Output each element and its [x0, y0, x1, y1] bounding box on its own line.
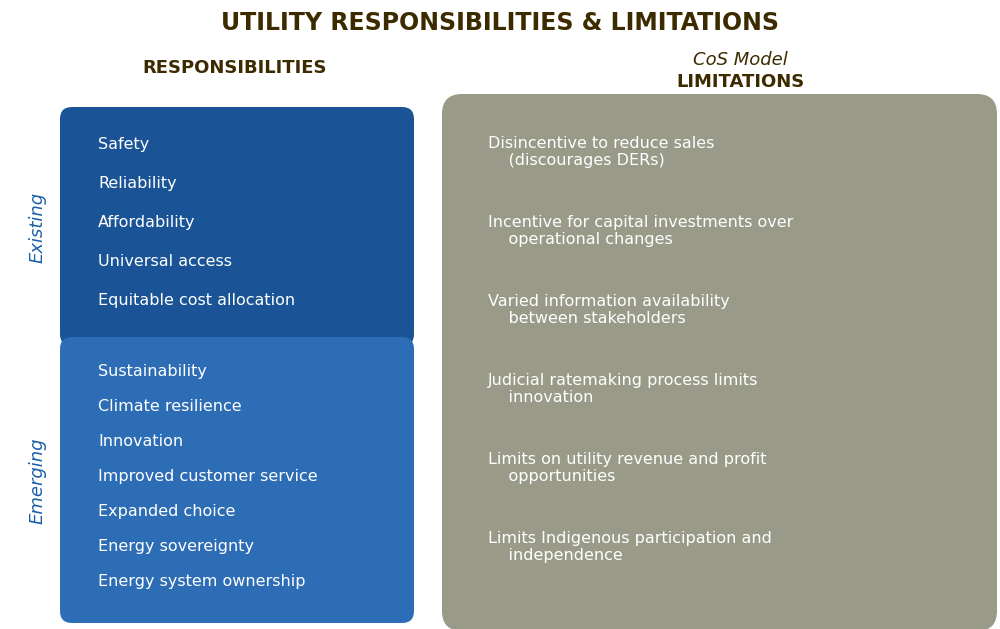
FancyBboxPatch shape [60, 107, 414, 346]
Text: LIMITATIONS: LIMITATIONS [676, 73, 804, 91]
Text: Improved customer service: Improved customer service [98, 469, 318, 484]
Text: Disincentive to reduce sales
    (discourages DERs): Disincentive to reduce sales (discourage… [488, 136, 714, 169]
Text: Equitable cost allocation: Equitable cost allocation [98, 293, 295, 308]
Text: Innovation: Innovation [98, 434, 183, 449]
Text: RESPONSIBILITIES: RESPONSIBILITIES [143, 59, 327, 77]
Text: Expanded choice: Expanded choice [98, 504, 235, 519]
Text: Emerging: Emerging [29, 438, 47, 524]
Text: Energy sovereignty: Energy sovereignty [98, 539, 254, 554]
Text: UTILITY RESPONSIBILITIES & LIMITATIONS: UTILITY RESPONSIBILITIES & LIMITATIONS [221, 11, 779, 35]
FancyBboxPatch shape [60, 337, 414, 623]
Text: Safety: Safety [98, 137, 149, 152]
Text: Energy system ownership: Energy system ownership [98, 574, 306, 589]
Text: Varied information availability
    between stakeholders: Varied information availability between … [488, 294, 730, 326]
Text: Sustainability: Sustainability [98, 364, 207, 379]
Text: Universal access: Universal access [98, 254, 232, 269]
Text: Existing: Existing [29, 191, 47, 262]
Text: CoS Model: CoS Model [693, 51, 787, 69]
Text: Limits on utility revenue and profit
    opportunities: Limits on utility revenue and profit opp… [488, 452, 767, 484]
Text: Limits Indigenous participation and
    independence: Limits Indigenous participation and inde… [488, 531, 772, 564]
Text: Judicial ratemaking process limits
    innovation: Judicial ratemaking process limits innov… [488, 373, 758, 406]
FancyBboxPatch shape [442, 94, 997, 629]
Text: Affordability: Affordability [98, 215, 196, 230]
Text: Incentive for capital investments over
    operational changes: Incentive for capital investments over o… [488, 215, 793, 247]
Text: Climate resilience: Climate resilience [98, 399, 242, 414]
Text: Reliability: Reliability [98, 176, 177, 191]
